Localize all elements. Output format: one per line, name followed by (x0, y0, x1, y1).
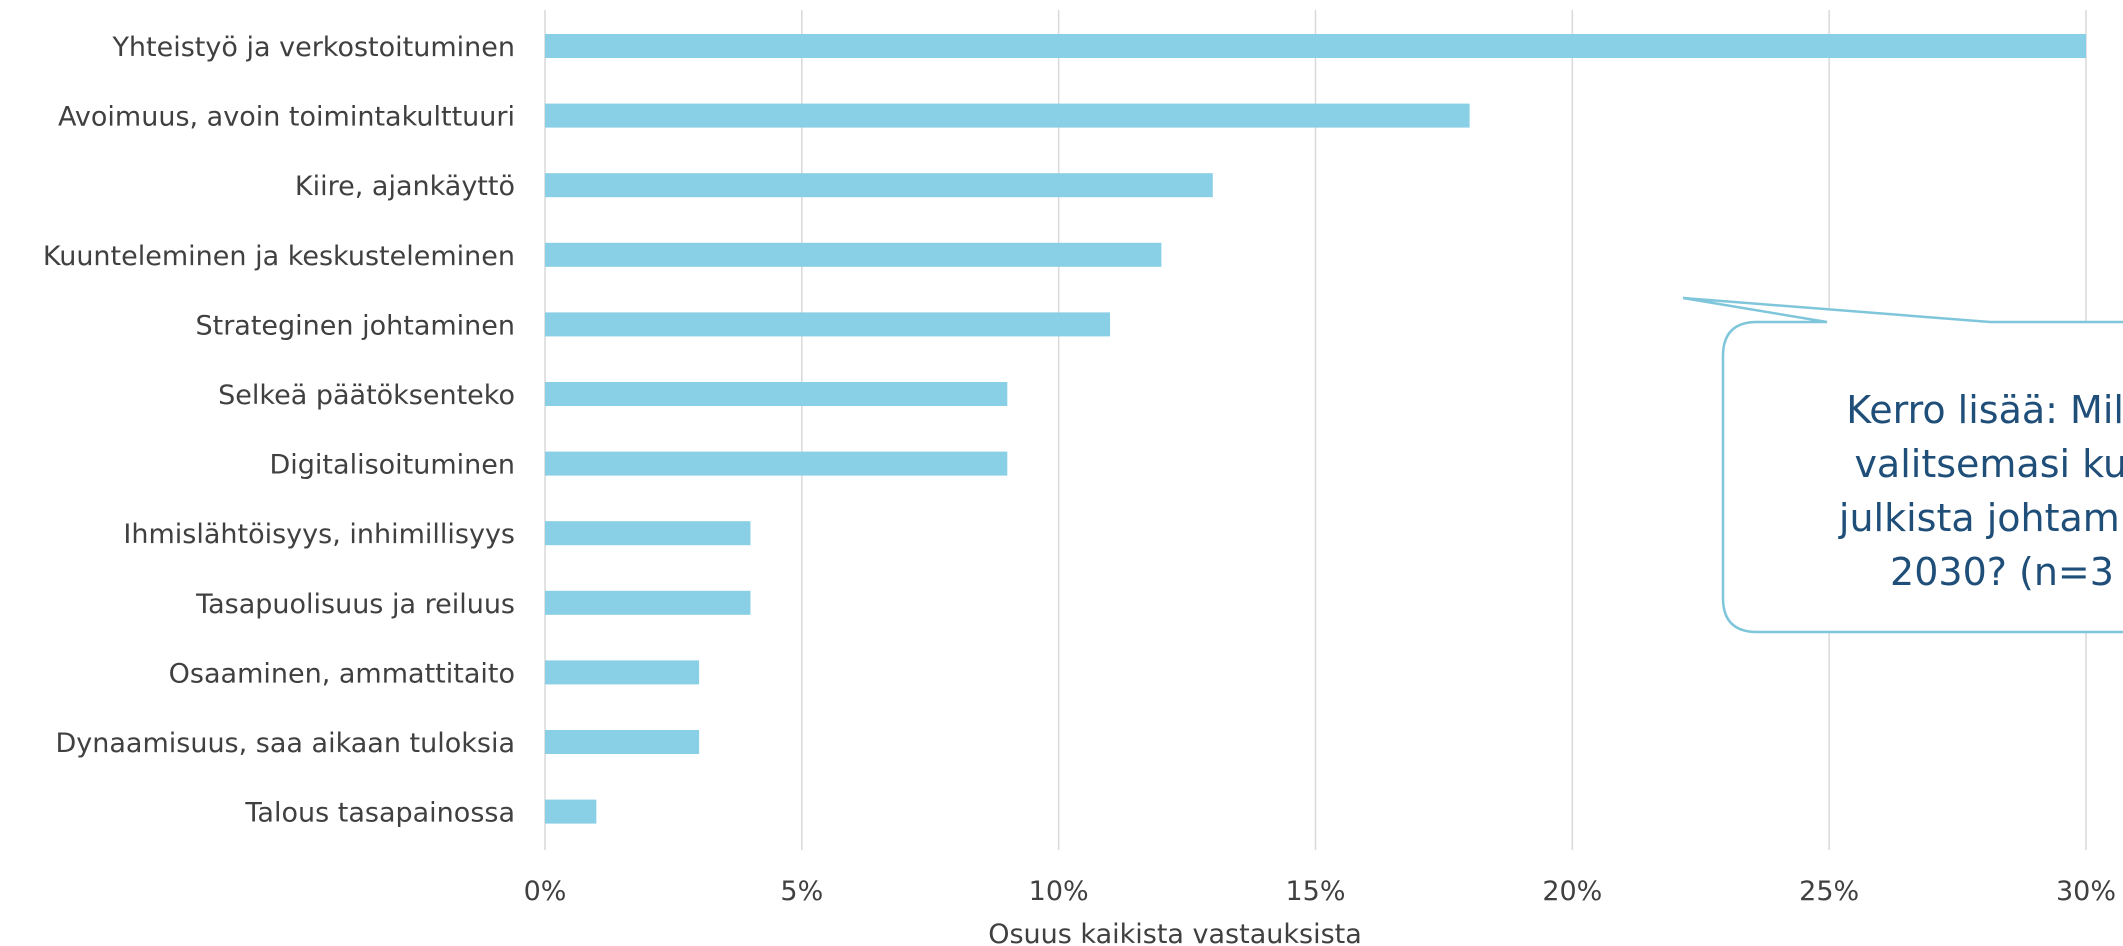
x-tick-label: 25% (1799, 876, 1859, 907)
callout-text-line: 2030? (n=3 (1890, 550, 2114, 594)
category-label: Dynaamisuus, saa aikaan tuloksia (55, 728, 515, 759)
category-label: Digitalisoituminen (270, 450, 516, 481)
bar (545, 452, 1007, 476)
callout-text-line: Kerro lisää: Milla (1846, 388, 2123, 432)
x-tick-labels: 0% 5% 10% 15% 20% 25% 30% (524, 876, 2116, 907)
x-tick-label: 20% (1542, 876, 1602, 907)
category-label: Yhteistyö ja verkostoituminen (111, 32, 515, 63)
category-label: Kuunteleminen ja keskusteleminen (43, 241, 515, 272)
category-label: Selkeä päätöksenteko (218, 380, 515, 411)
bar (545, 730, 699, 754)
category-label: Tasapuolisuus ja reiluus (195, 589, 515, 620)
category-labels: Yhteistyö ja verkostoituminen Avoimuus, a… (43, 32, 515, 829)
category-label: Osaaminen, ammattitaito (169, 658, 515, 689)
x-tick-label: 10% (1029, 876, 1089, 907)
category-label: Talous tasapainossa (244, 798, 515, 829)
category-label: Avoimuus, avoin toimintakulttuuri (58, 102, 515, 133)
bar (545, 382, 1007, 406)
category-label: Kiire, ajankäyttö (295, 171, 515, 202)
callout-bubble: Kerro lisää: Milla valitsemasi kuv julkist… (1683, 298, 2123, 632)
bar (545, 34, 2086, 58)
bar (545, 591, 750, 615)
callout-text-line: julkista johtamist (1838, 496, 2123, 540)
bar (545, 521, 750, 545)
callout-text-line: valitsemasi kuv (1854, 442, 2123, 486)
category-label: Strateginen johtaminen (195, 310, 515, 341)
bar (545, 243, 1161, 267)
x-axis-title: Osuus kaikista vastauksista (988, 919, 1362, 946)
x-tick-label: 0% (524, 876, 567, 907)
bar (545, 660, 699, 684)
category-label: Ihmislähtöisyys, inhimillisyys (123, 519, 515, 550)
bar (545, 800, 596, 824)
bar (545, 312, 1110, 336)
x-tick-label: 5% (780, 876, 823, 907)
bar (545, 104, 1470, 128)
x-tick-label: 30% (2056, 876, 2116, 907)
x-tick-label: 15% (1285, 876, 1345, 907)
bar (545, 173, 1213, 197)
